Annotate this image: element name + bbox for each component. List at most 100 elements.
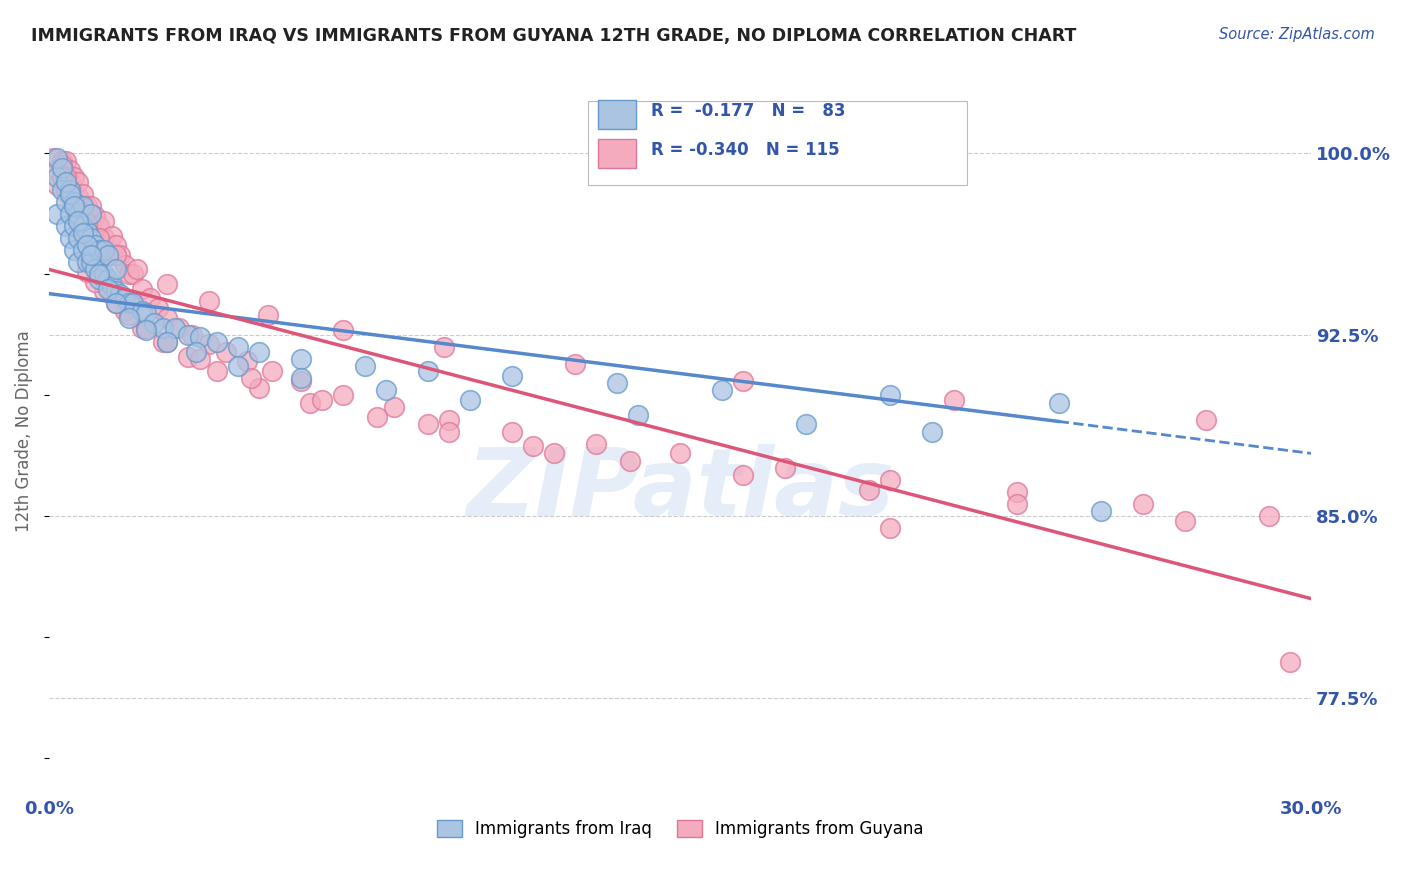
Text: Source: ZipAtlas.com: Source: ZipAtlas.com: [1219, 27, 1375, 42]
Point: [942, 393, 965, 408]
Point: [51, 170, 73, 185]
Point: [59, 231, 82, 245]
Point: [80, 255, 103, 269]
Y-axis label: 12th Grade, No Diploma: 12th Grade, No Diploma: [15, 331, 32, 533]
Point: [256, 309, 278, 323]
Text: ZIPatlas: ZIPatlas: [465, 443, 894, 536]
Point: [97, 248, 120, 262]
Point: [122, 267, 145, 281]
Point: [76, 265, 98, 279]
Bar: [598, 139, 636, 168]
Point: [606, 376, 628, 391]
Point: [382, 401, 405, 415]
Point: [143, 316, 166, 330]
Point: [63, 199, 86, 213]
Point: [72, 207, 94, 221]
Point: [105, 296, 128, 310]
Point: [290, 374, 312, 388]
Point: [118, 310, 141, 325]
Point: [89, 267, 111, 281]
Point: [131, 303, 153, 318]
Point: [127, 262, 149, 277]
Point: [114, 303, 136, 318]
Point: [1005, 497, 1028, 511]
Point: [93, 267, 115, 281]
Point: [51, 158, 73, 172]
Point: [67, 175, 90, 189]
Point: [93, 243, 115, 257]
Point: [131, 320, 153, 334]
Point: [55, 183, 77, 197]
Point: [711, 384, 734, 398]
Point: [89, 243, 111, 257]
Point: [55, 166, 77, 180]
Point: [1195, 412, 1218, 426]
Point: [55, 170, 77, 185]
Point: [46, 163, 69, 178]
Text: R =  -0.177   N =   83: R = -0.177 N = 83: [651, 102, 845, 120]
Point: [76, 224, 98, 238]
Point: [72, 243, 94, 257]
Point: [46, 207, 69, 221]
Point: [186, 344, 208, 359]
Point: [84, 262, 107, 277]
Point: [80, 243, 103, 257]
Point: [156, 310, 179, 325]
Point: [51, 161, 73, 175]
Point: [627, 408, 650, 422]
Point: [1174, 514, 1197, 528]
Point: [921, 425, 943, 439]
Point: [51, 153, 73, 168]
Point: [97, 243, 120, 257]
Point: [51, 183, 73, 197]
Point: [76, 199, 98, 213]
Point: [80, 219, 103, 233]
Point: [181, 327, 204, 342]
Point: [80, 207, 103, 221]
Point: [67, 202, 90, 216]
Point: [437, 412, 460, 426]
Point: [105, 284, 128, 298]
Point: [177, 350, 200, 364]
Point: [46, 178, 69, 192]
Point: [59, 187, 82, 202]
Point: [76, 216, 98, 230]
Point: [93, 231, 115, 245]
FancyBboxPatch shape: [588, 101, 966, 185]
Point: [501, 425, 523, 439]
Point: [198, 293, 221, 308]
Point: [156, 334, 179, 349]
Point: [93, 214, 115, 228]
Point: [156, 334, 179, 349]
Point: [84, 228, 107, 243]
Point: [239, 371, 262, 385]
Point: [67, 231, 90, 245]
Point: [84, 209, 107, 223]
Point: [207, 364, 229, 378]
Point: [135, 306, 157, 320]
Point: [118, 296, 141, 310]
Point: [152, 320, 174, 334]
Point: [67, 190, 90, 204]
Point: [76, 238, 98, 252]
Point: [89, 235, 111, 250]
Point: [458, 393, 481, 408]
Point: [522, 439, 544, 453]
Point: [101, 279, 124, 293]
Point: [80, 199, 103, 213]
Point: [46, 170, 69, 185]
Point: [773, 461, 796, 475]
Point: [76, 255, 98, 269]
Point: [63, 185, 86, 199]
Point: [59, 163, 82, 178]
Bar: [598, 100, 636, 128]
Point: [97, 272, 120, 286]
Point: [105, 296, 128, 310]
Legend: Immigrants from Iraq, Immigrants from Guyana: Immigrants from Iraq, Immigrants from Gu…: [430, 813, 931, 845]
Point: [72, 226, 94, 240]
Point: [226, 359, 249, 374]
Point: [76, 231, 98, 245]
Point: [1047, 395, 1070, 409]
Point: [63, 194, 86, 209]
Point: [879, 388, 901, 402]
